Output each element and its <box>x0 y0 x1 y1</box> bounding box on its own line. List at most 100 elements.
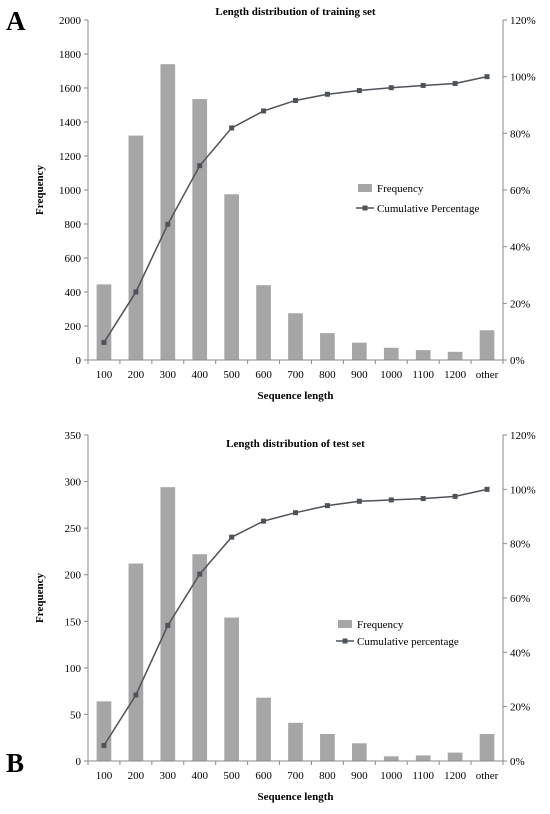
right-tick-label: 80% <box>510 128 530 140</box>
frequency-bar <box>320 733 335 761</box>
cumulative-point <box>261 518 267 524</box>
left-tick-label: 0 <box>76 756 82 768</box>
cumulative-point <box>388 85 394 91</box>
x-tick-label: 400 <box>191 770 208 782</box>
left-tick-label: 200 <box>65 321 82 333</box>
right-tick-label: 40% <box>510 242 530 254</box>
frequency-bar <box>479 330 495 360</box>
left-tick-label: 2000 <box>59 15 82 27</box>
cumulative-point <box>452 80 458 86</box>
frequency-bar <box>447 351 463 360</box>
cumulative-point <box>165 622 171 628</box>
frequency-bar <box>383 756 399 761</box>
x-axis-label: Sequence length <box>257 791 333 803</box>
x-tick-label: 1000 <box>380 369 403 381</box>
x-tick-label: 600 <box>255 770 272 782</box>
x-tick-label: 1100 <box>412 770 434 782</box>
left-tick-label: 1000 <box>59 185 82 197</box>
legend-line-marker <box>362 205 368 211</box>
frequency-bar <box>447 752 463 761</box>
legend-bar-swatch <box>338 620 352 628</box>
frequency-bar <box>224 194 239 360</box>
cumulative-point <box>452 493 458 499</box>
chart-b-svg: Length distribution of test set 0 50 100 150… <box>34 430 536 803</box>
left-tick-label: 600 <box>65 253 82 265</box>
x-tick-label: other <box>476 369 499 381</box>
cumulative-point <box>293 510 298 516</box>
frequency-bar <box>479 733 495 761</box>
chart-panel-a: Length distribution of training set 0 200 4… <box>6 6 536 402</box>
cumulative-point <box>420 496 426 502</box>
frequency-bar <box>224 617 239 761</box>
frequency-bar <box>192 554 208 761</box>
chart-panel-b: Length distribution of test set 0 50 100 150… <box>0 410 550 814</box>
cumulative-point <box>197 163 203 169</box>
left-tick-label: 800 <box>65 219 82 231</box>
right-tick-label: 80% <box>510 539 530 551</box>
right-tick-label: 60% <box>510 185 530 197</box>
x-tick-label: 900 <box>351 369 368 381</box>
left-tick-label: 200 <box>65 570 82 582</box>
right-tick-label: 0% <box>510 756 525 768</box>
legend-label-frequency: Frequency <box>377 183 424 195</box>
frequency-bar <box>128 135 144 360</box>
x-tick-label: 800 <box>319 770 336 782</box>
right-tick-label: 120% <box>510 15 536 27</box>
frequency-bar <box>383 347 399 360</box>
x-tick-label: 400 <box>191 369 208 381</box>
left-tick-label: 50 <box>70 709 82 721</box>
left-tick-label: 150 <box>65 616 82 628</box>
x-tick-label: 800 <box>319 369 336 381</box>
cumulative-point <box>388 497 394 503</box>
chart-a-svg: Length distribution of training set 0 200 4… <box>34 6 536 402</box>
left-tick-label: 400 <box>65 287 82 299</box>
x-tick-label: 300 <box>160 770 177 782</box>
left-tick-label: 0 <box>76 355 82 367</box>
cumulative-point <box>133 289 139 295</box>
x-tick-label: 200 <box>128 369 145 381</box>
legend-label-frequency: Frequency <box>357 619 404 631</box>
frequency-bar <box>415 350 431 360</box>
cumulative-point <box>484 486 490 492</box>
chart-title: Length distribution of test set <box>226 438 365 450</box>
panel-label-a: A <box>6 6 26 36</box>
cumulative-point <box>261 108 267 114</box>
legend-label-cumulative: Cumulative percentage <box>357 636 459 648</box>
x-tick-label: 700 <box>287 770 304 782</box>
frequency-bar <box>352 743 367 761</box>
frequency-bar <box>320 333 335 360</box>
panel-label-b: B <box>6 748 25 778</box>
right-tick-label: 100% <box>510 484 536 496</box>
cumulative-point <box>101 339 107 345</box>
y-axis-label: Frequency <box>34 165 46 215</box>
right-tick-label: 0% <box>510 355 525 367</box>
frequency-bar <box>96 701 112 761</box>
cumulative-point <box>293 97 298 103</box>
right-tick-label: 100% <box>510 72 536 84</box>
cumulative-point <box>197 571 203 577</box>
left-tick-label: 1800 <box>59 49 82 61</box>
left-tick-label: 1400 <box>59 117 82 129</box>
frequency-bar <box>96 284 112 360</box>
x-tick-label: 1200 <box>444 369 467 381</box>
frequency-bar <box>288 722 303 761</box>
x-tick-label: 600 <box>255 369 272 381</box>
legend-label-cumulative: Cumulative Percentage <box>377 203 479 215</box>
frequency-bar <box>256 697 271 761</box>
x-tick-label: 200 <box>128 770 145 782</box>
frequency-bar <box>192 99 208 361</box>
cumulative-point <box>229 125 235 131</box>
left-tick-label: 1600 <box>59 83 82 95</box>
cumulative-point <box>165 221 171 227</box>
cumulative-point <box>324 503 330 509</box>
x-tick-label: 500 <box>223 369 240 381</box>
x-tick-label: 300 <box>160 369 177 381</box>
cumulative-point <box>484 74 490 80</box>
x-tick-label: 1200 <box>444 770 467 782</box>
cumulative-point <box>356 498 362 504</box>
right-tick-label: 40% <box>510 647 530 659</box>
x-axis-label: Sequence length <box>257 390 333 402</box>
right-tick-label: 120% <box>510 430 536 442</box>
right-tick-label: 60% <box>510 593 530 605</box>
x-tick-label: 1000 <box>380 770 403 782</box>
